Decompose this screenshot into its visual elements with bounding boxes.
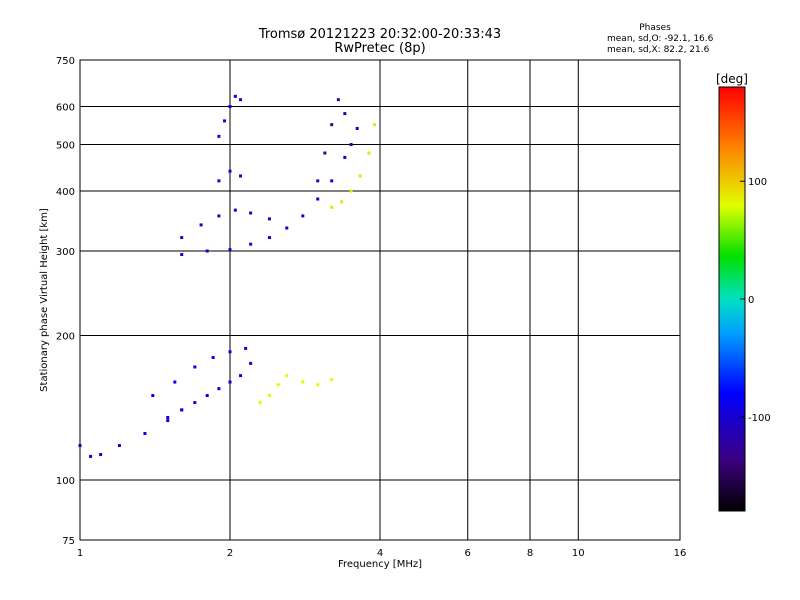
data-point xyxy=(285,226,289,230)
data-point xyxy=(211,355,215,359)
data-point xyxy=(205,394,209,398)
phases-x-stats: mean, sd,X: 82.2, 21.6 xyxy=(607,45,710,55)
data-point xyxy=(301,214,305,218)
phases-o-stats: mean, sd,O: -92.1, 16.6 xyxy=(607,34,714,44)
chart-title: Tromsø 20121223 20:32:00-20:33:43 xyxy=(258,27,502,42)
data-point xyxy=(193,401,197,405)
y-tick-label: 75 xyxy=(62,536,75,547)
data-point xyxy=(233,94,237,98)
y-tick-label: 300 xyxy=(56,247,75,258)
data-point xyxy=(228,380,232,384)
data-point xyxy=(89,454,93,458)
data-point xyxy=(267,236,271,240)
data-point xyxy=(228,248,232,252)
data-point xyxy=(228,105,232,109)
data-point xyxy=(143,432,147,436)
data-point xyxy=(355,126,359,130)
y-tick-label: 400 xyxy=(56,187,75,198)
colorbar-ticks: -100 0 100 xyxy=(740,177,771,424)
data-point xyxy=(343,112,347,116)
chart-subtitle: RwPretec (8p) xyxy=(334,41,426,56)
data-point xyxy=(267,394,271,398)
data-point xyxy=(367,151,371,155)
data-point xyxy=(217,387,221,391)
y-tick-label: 600 xyxy=(56,103,75,114)
data-point xyxy=(316,197,320,201)
colorbar-label: [deg] xyxy=(716,72,748,86)
data-point xyxy=(166,419,170,423)
phases-heading: Phases xyxy=(639,23,671,33)
x-tick-label: 4 xyxy=(377,548,383,559)
data-point xyxy=(276,383,280,387)
y-axis-ticks: 75 100 200 300 400 500 600 750 xyxy=(56,56,75,547)
data-point xyxy=(239,98,243,102)
data-point xyxy=(373,123,377,127)
data-point xyxy=(249,361,253,365)
data-point xyxy=(285,374,289,378)
data-point xyxy=(349,189,353,193)
x-axis-ticks: 1 2 4 6 8 10 16 xyxy=(77,548,687,559)
data-point xyxy=(258,401,262,405)
y-tick-label: 750 xyxy=(56,56,75,67)
data-point xyxy=(316,179,320,183)
y-tick-label: 100 xyxy=(56,476,75,487)
data-point xyxy=(330,377,334,381)
data-point xyxy=(349,143,353,147)
x-tick-label: 2 xyxy=(227,548,233,559)
data-point xyxy=(358,174,362,178)
x-tick-label: 8 xyxy=(527,548,533,559)
y-tick-label: 500 xyxy=(56,141,75,152)
data-point xyxy=(343,155,347,159)
data-point xyxy=(301,380,305,384)
data-point xyxy=(244,346,248,350)
colorbar-tick-label: 100 xyxy=(748,177,767,188)
data-point xyxy=(217,214,221,218)
data-point xyxy=(180,253,184,257)
x-tick-label: 6 xyxy=(465,548,471,559)
data-point xyxy=(330,179,334,183)
x-tick-label: 1 xyxy=(77,548,83,559)
data-points xyxy=(78,94,377,458)
x-axis-label: Frequency [MHz] xyxy=(338,559,422,570)
data-point xyxy=(193,365,197,369)
data-point xyxy=(323,151,327,155)
data-point xyxy=(166,415,170,419)
data-point xyxy=(249,242,253,246)
y-tick-label: 200 xyxy=(56,332,75,343)
data-point xyxy=(267,217,271,221)
data-point xyxy=(199,223,203,227)
data-point xyxy=(99,453,103,457)
data-point xyxy=(330,205,334,209)
colorbar-tick-label: 0 xyxy=(748,295,754,306)
data-point xyxy=(249,211,253,215)
data-point xyxy=(180,236,184,240)
data-point xyxy=(180,408,184,412)
data-point xyxy=(117,444,121,448)
grid-lines xyxy=(80,60,680,540)
x-tick-label: 16 xyxy=(674,548,687,559)
data-point xyxy=(228,350,232,354)
data-point xyxy=(223,119,227,123)
data-point xyxy=(217,179,221,183)
data-point xyxy=(316,383,320,387)
data-point xyxy=(151,394,155,398)
y-axis-label: Stationary phase Virtual Height [km] xyxy=(39,208,50,392)
colorbar-tick-label: -100 xyxy=(748,413,771,424)
data-point xyxy=(217,134,221,138)
data-point xyxy=(228,169,232,173)
data-point xyxy=(330,123,334,127)
data-point xyxy=(340,200,344,204)
data-point xyxy=(205,249,209,253)
data-point xyxy=(239,174,243,178)
data-point xyxy=(233,208,237,212)
x-tick-label: 10 xyxy=(572,548,585,559)
plot-frame xyxy=(79,59,681,541)
data-point xyxy=(173,380,177,384)
data-point xyxy=(239,374,243,378)
data-point xyxy=(336,98,340,102)
